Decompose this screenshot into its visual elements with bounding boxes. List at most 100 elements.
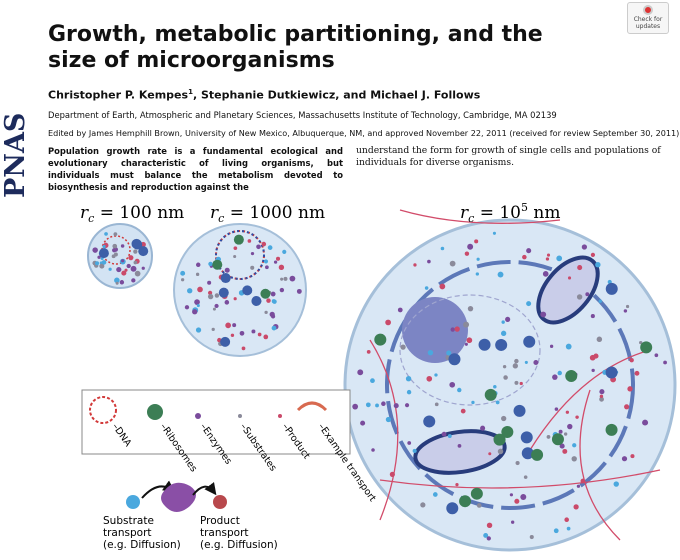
ribosome: [521, 447, 534, 460]
molecule: [480, 425, 486, 431]
molecule: [590, 252, 596, 257]
molecule: [434, 373, 438, 377]
ribosome: [242, 285, 253, 296]
substrate-dot: [126, 495, 140, 509]
molecule: [575, 415, 579, 419]
molecule: [413, 263, 417, 267]
ribosome: [513, 404, 526, 417]
molecule: [113, 232, 118, 236]
molecule: [483, 532, 489, 538]
molecule: [357, 369, 364, 376]
ribosome: [640, 341, 653, 354]
line: (e.g. Diffusion): [200, 539, 278, 551]
molecule: [625, 304, 630, 309]
ribosome: [501, 426, 514, 439]
legend-enzyme: [195, 413, 201, 419]
unit: nm: [528, 203, 560, 223]
molecule: [133, 260, 138, 265]
molecule: [296, 288, 302, 294]
molecule: [654, 353, 659, 358]
molecule: [546, 253, 551, 257]
molecule: [397, 307, 403, 313]
molecule: [270, 291, 276, 297]
molecule: [546, 435, 551, 439]
molecule: [557, 370, 562, 376]
molecule: [406, 389, 412, 395]
molecule: [263, 334, 269, 340]
molecule: [599, 396, 604, 402]
molecule: [503, 375, 508, 380]
size-label: rc = 100 nm: [80, 203, 184, 225]
molecule: [256, 244, 261, 250]
molecule: [275, 256, 281, 261]
molecule: [567, 276, 572, 280]
molecule: [595, 261, 601, 268]
ribosome: [565, 370, 578, 383]
ribosome: [212, 259, 223, 270]
molecule: [120, 244, 125, 248]
molecule: [224, 267, 230, 273]
molecule: [224, 300, 230, 305]
nucleolus: [402, 297, 468, 363]
badge-icon: [643, 5, 653, 15]
molecule: [476, 503, 482, 508]
molecule: [624, 404, 630, 410]
molecule: [232, 323, 237, 328]
molecule: [514, 358, 519, 364]
molecule: [271, 299, 276, 304]
authors: Christopher P. Kempes1, Stephanie Dutkie…: [48, 88, 480, 102]
molecule: [522, 254, 527, 260]
molecule: [577, 265, 583, 271]
authors-rest: , Stephanie Dutkiewicz, and Michael J. F…: [192, 88, 481, 102]
molecule: [400, 344, 406, 350]
molecule: [108, 267, 112, 271]
journal-logo: PNAS: [2, 113, 28, 198]
molecule: [119, 280, 125, 285]
update-badge[interactable]: Check for updates: [627, 2, 669, 34]
molecule: [467, 243, 474, 250]
molecule: [233, 246, 238, 251]
ribosome: [605, 423, 618, 436]
molecule: [192, 309, 198, 315]
molecule: [598, 299, 602, 303]
ribosome: [233, 234, 244, 245]
molecule: [97, 255, 101, 259]
molecule: [267, 245, 273, 250]
molecule: [393, 403, 399, 409]
molecule: [126, 263, 131, 269]
cell-large: [343, 218, 677, 552]
molecule: [128, 255, 134, 261]
molecule: [207, 280, 212, 285]
molecule: [554, 407, 559, 411]
chromatin: [399, 294, 541, 406]
molecule: [519, 381, 523, 386]
molecule: [511, 520, 515, 524]
affiliation: Department of Earth, Atmospheric and Pla…: [48, 110, 557, 120]
ribosome: [605, 282, 618, 295]
molecule: [283, 276, 288, 281]
molecule: [404, 403, 410, 408]
molecule: [581, 244, 588, 250]
molecule: [381, 401, 386, 406]
molecule: [434, 402, 439, 407]
molecule: [352, 403, 359, 410]
molecule: [441, 431, 447, 437]
molecule: [502, 364, 507, 369]
molecule: [99, 263, 105, 269]
ribosome: [98, 248, 109, 259]
dna: [101, 235, 131, 265]
molecule: [642, 419, 649, 426]
molecule: [233, 254, 237, 259]
molecule: [464, 342, 468, 346]
molecule: [225, 322, 232, 329]
ribosome: [605, 366, 618, 379]
molecule: [497, 448, 504, 455]
legend-substrate: [238, 414, 242, 418]
molecule: [112, 248, 117, 253]
ribosome: [260, 288, 271, 299]
molecule: [241, 346, 246, 351]
molecule: [365, 402, 371, 408]
ribosome: [495, 338, 508, 351]
molecule: [131, 278, 136, 283]
sub: c: [88, 212, 94, 225]
